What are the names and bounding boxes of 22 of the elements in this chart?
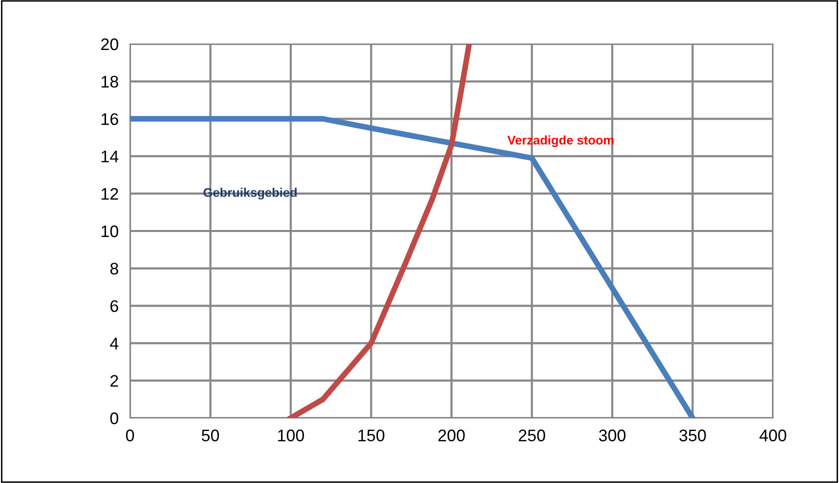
x-tick-label: 400 xyxy=(759,430,786,442)
x-tick-label: 0 xyxy=(126,430,134,442)
annotation: Gebruiksgebied xyxy=(204,188,297,200)
y-tick-label: 16 xyxy=(102,113,118,126)
x-tick-label: 350 xyxy=(679,430,706,442)
annotation: Verzadigde stoom xyxy=(507,135,614,148)
y-tick-label: 6 xyxy=(110,300,118,312)
y-tick-label: 14 xyxy=(102,150,118,162)
y-tick-label: 12 xyxy=(102,188,118,200)
y-tick-label: 18 xyxy=(102,76,118,88)
x-tick-label: 100 xyxy=(278,430,304,442)
x-tick-label: 200 xyxy=(438,430,465,442)
y-tick-label: 4 xyxy=(110,338,118,350)
x-tick-label: 50 xyxy=(202,430,219,442)
y-tick-label: 0 xyxy=(110,412,118,424)
y-tick-label: 8 xyxy=(110,262,118,275)
x-tick-label: 300 xyxy=(598,430,626,442)
x-tick-label: 250 xyxy=(518,430,546,442)
x-tick-label: 150 xyxy=(358,430,384,442)
y-tick-label: 10 xyxy=(102,225,118,238)
y-tick-label: 20 xyxy=(101,38,118,50)
y-tick-label: 2 xyxy=(110,375,118,387)
